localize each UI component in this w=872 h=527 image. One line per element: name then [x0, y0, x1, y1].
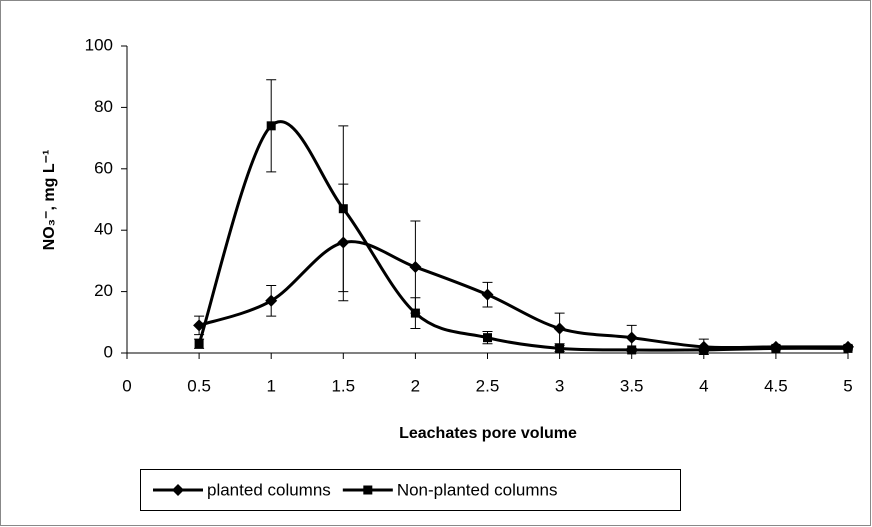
- series-line: [198, 240, 848, 350]
- marker: [363, 485, 373, 495]
- marker: [555, 343, 565, 353]
- y-axis-label: NO₃⁻, mg L⁻¹: [41, 150, 58, 251]
- marker: [266, 121, 276, 131]
- y-tick-label: 40: [94, 220, 113, 239]
- x-tick-label: 0.5: [187, 376, 211, 395]
- x-tick-label: 4.5: [764, 376, 788, 395]
- marker: [409, 261, 422, 274]
- marker: [410, 308, 420, 318]
- x-axis-label: Leachates pore volume: [399, 425, 577, 442]
- marker: [483, 333, 492, 343]
- y-tick-label: 60: [94, 158, 113, 177]
- marker: [172, 484, 184, 496]
- y-tick-label: 0: [104, 342, 113, 361]
- marker: [194, 339, 204, 349]
- marker: [625, 331, 638, 344]
- x-tick-label: 2: [411, 376, 420, 395]
- x-tick-label: 0: [122, 376, 131, 395]
- marker: [553, 322, 566, 335]
- x-tick-label: 4: [699, 376, 708, 395]
- marker: [265, 294, 278, 307]
- marker: [338, 204, 348, 214]
- marker: [843, 343, 853, 353]
- x-tick-label: 3: [555, 376, 564, 395]
- x-tick-label: 1: [266, 376, 275, 395]
- marker: [481, 288, 494, 301]
- x-tick-label: 2.5: [476, 376, 500, 395]
- marker: [627, 345, 637, 355]
- x-tick-label: 5: [843, 376, 852, 395]
- y-tick-label: 80: [94, 97, 113, 116]
- legend-label: Non-planted columns: [397, 480, 558, 499]
- x-tick-label: 3.5: [620, 376, 644, 395]
- marker: [771, 343, 781, 353]
- legend-label: planted columns: [207, 480, 331, 499]
- y-tick-label: 100: [85, 35, 113, 54]
- x-tick-label: 1.5: [331, 376, 355, 395]
- legend-box: [140, 469, 681, 511]
- y-tick-label: 20: [94, 281, 113, 300]
- marker: [699, 345, 709, 355]
